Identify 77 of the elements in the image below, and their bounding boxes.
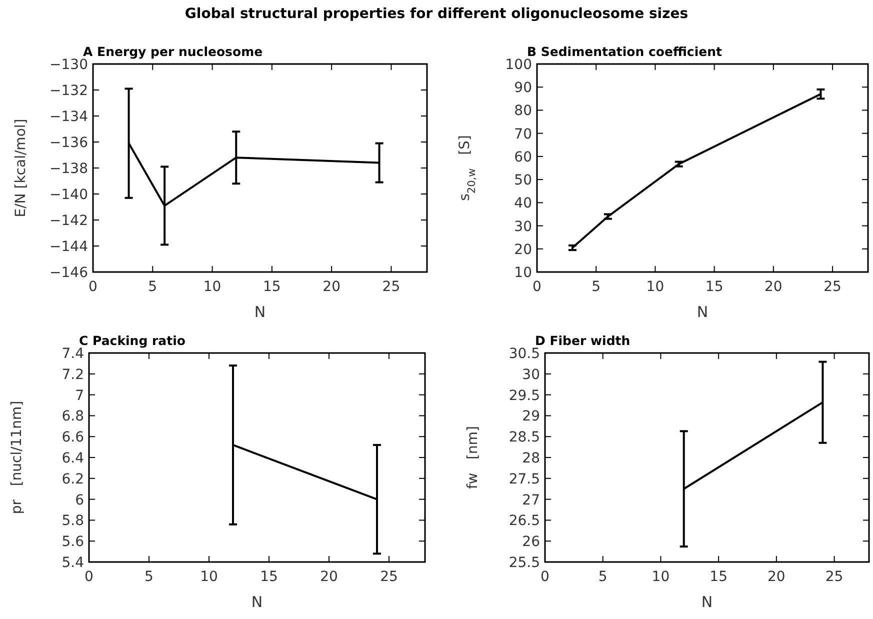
y-tick-label: 29.5 — [508, 388, 540, 404]
x-tick-label: 5 — [592, 279, 601, 295]
x-tick-label: 0 — [84, 569, 94, 585]
y-tick-label: −134 — [50, 109, 88, 125]
x-tick-label: 20 — [320, 569, 338, 585]
x-tick-label: 10 — [200, 569, 218, 585]
y-axis-title: fw [nm] — [465, 426, 481, 489]
x-axis-title: N — [701, 593, 713, 611]
x-tick-label: 15 — [710, 569, 728, 585]
y-tick-label: −138 — [50, 161, 88, 177]
y-tick-label: 30.5 — [508, 346, 540, 362]
chart-title: D Fiber width — [535, 333, 630, 348]
y-tick-label: 26 — [522, 534, 540, 550]
y-tick-label: 70 — [514, 126, 532, 142]
y-tick-label: 7.2 — [62, 366, 84, 383]
y-tick-label: 5.6 — [62, 534, 84, 550]
y-tick-label: 7.4 — [62, 346, 84, 362]
x-tick-label: 5 — [598, 569, 608, 585]
y-tick-label: −136 — [50, 135, 88, 151]
y-tick-label: 28.5 — [508, 430, 540, 446]
chart-title: B Sedimentation coefficient — [527, 44, 722, 59]
y-tick-label: 100 — [505, 57, 532, 73]
x-tick-label: 5 — [148, 279, 158, 295]
chart-title: A Energy per nucleosome — [83, 44, 263, 59]
x-tick-label: 5 — [144, 569, 154, 585]
text: Global structural properties for different oligonucleosome sizes — [184, 6, 688, 22]
y-tick-label: 28 — [522, 450, 540, 466]
y-tick-label: 80 — [514, 103, 532, 120]
x-tick-label: 0 — [532, 279, 542, 295]
x-tick-label: 15 — [263, 279, 281, 295]
x-tick-label: 10 — [652, 569, 670, 585]
y-tick-label: −132 — [50, 83, 88, 99]
y-axis-title: pr [nucl/11nm] — [9, 400, 25, 514]
chart-title: C Packing ratio — [79, 333, 186, 348]
y-tick-label: 10 — [514, 265, 532, 281]
y-tick-label: 6.2 — [62, 471, 84, 488]
y-tick-label: −146 — [50, 265, 88, 281]
y-tick-label: 6.8 — [62, 408, 84, 425]
y-tick-label: −142 — [50, 213, 88, 229]
x-tick-label: 20 — [322, 279, 340, 295]
x-tick-label: 15 — [705, 279, 724, 295]
y-tick-label: 50 — [514, 172, 532, 189]
y-tick-label: 60 — [514, 149, 532, 166]
x-tick-label: 10 — [646, 279, 664, 295]
y-axis-title: E/N [kcal/mol] — [13, 118, 29, 218]
y-tick-label: 25.5 — [508, 555, 540, 571]
x-tick-label: 0 — [88, 279, 98, 295]
y-tick-label: 6 — [75, 492, 84, 508]
x-tick-label: 20 — [768, 569, 786, 585]
y-tick-label: 27 — [522, 492, 540, 508]
y-tick-label: −130 — [50, 57, 88, 73]
y-tick-label: 6.6 — [62, 430, 84, 446]
y-tick-label: 30 — [522, 366, 540, 383]
y-tick-label: 5.8 — [62, 513, 84, 530]
x-tick-label: 15 — [260, 569, 278, 585]
y-tick-label: 90 — [514, 80, 532, 96]
x-axis-title: N — [251, 593, 263, 611]
x-tick-label: 25 — [825, 569, 844, 585]
x-tick-label: 25 — [824, 279, 842, 295]
x-tick-label: 0 — [540, 569, 550, 585]
y-tick-label: 29 — [522, 408, 540, 425]
y-tick-label: 27.5 — [508, 471, 540, 488]
y-tick-label: 20 — [514, 242, 532, 258]
y-tick-label: 7 — [75, 388, 84, 404]
x-tick-label: 25 — [382, 279, 400, 295]
y-tick-label: 26.5 — [508, 513, 540, 530]
y-tick-label: 40 — [514, 196, 532, 212]
y-tick-label: 5.4 — [62, 555, 84, 571]
y-tick-label: −144 — [50, 239, 88, 255]
x-tick-label: 25 — [380, 569, 398, 585]
x-tick-label: 20 — [764, 279, 782, 295]
x-tick-label: 10 — [203, 279, 222, 295]
y-tick-label: 6.4 — [62, 450, 84, 466]
y-tick-label: 30 — [514, 218, 532, 235]
x-axis-title: N — [254, 303, 266, 321]
x-axis-title: N — [696, 303, 708, 321]
y-tick-label: −140 — [50, 187, 88, 203]
